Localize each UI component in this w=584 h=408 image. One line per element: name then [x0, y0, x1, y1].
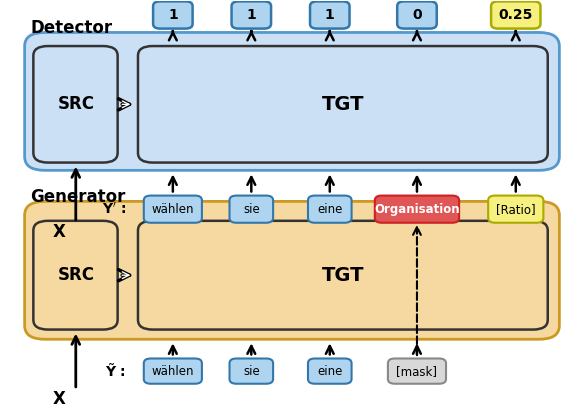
- Text: TGT: TGT: [322, 95, 364, 114]
- FancyBboxPatch shape: [308, 195, 352, 223]
- Text: TGT: TGT: [322, 266, 364, 285]
- Text: Detector: Detector: [30, 19, 113, 37]
- FancyBboxPatch shape: [33, 46, 117, 162]
- Text: $\mathbf{X}$: $\mathbf{X}$: [53, 224, 67, 242]
- Text: $\mathbf{\tilde{Y}}$ :: $\mathbf{\tilde{Y}}$ :: [105, 362, 126, 380]
- Text: eine: eine: [317, 365, 342, 378]
- FancyBboxPatch shape: [25, 33, 559, 170]
- FancyBboxPatch shape: [230, 359, 273, 384]
- Text: [mask]: [mask]: [397, 365, 437, 378]
- Text: wählen: wählen: [152, 365, 194, 378]
- Text: [Ratio]: [Ratio]: [496, 203, 536, 216]
- Text: 0.25: 0.25: [499, 8, 533, 22]
- Text: 1: 1: [325, 8, 335, 22]
- FancyBboxPatch shape: [153, 1, 193, 29]
- Text: Organisation: Organisation: [374, 203, 460, 216]
- FancyBboxPatch shape: [33, 221, 117, 330]
- Text: Generator: Generator: [30, 188, 126, 206]
- FancyBboxPatch shape: [397, 1, 437, 29]
- Text: SRC: SRC: [57, 266, 94, 284]
- Text: 0: 0: [412, 8, 422, 22]
- FancyBboxPatch shape: [144, 195, 202, 223]
- FancyBboxPatch shape: [138, 46, 548, 162]
- Text: SRC: SRC: [57, 95, 94, 113]
- FancyBboxPatch shape: [310, 1, 350, 29]
- Text: 1: 1: [168, 8, 178, 22]
- Text: $\mathbf{Y'}$ :: $\mathbf{Y'}$ :: [102, 202, 126, 217]
- Text: eine: eine: [317, 203, 342, 216]
- Text: sie: sie: [243, 365, 260, 378]
- FancyBboxPatch shape: [144, 359, 202, 384]
- FancyBboxPatch shape: [491, 1, 540, 29]
- FancyBboxPatch shape: [388, 359, 446, 384]
- FancyBboxPatch shape: [488, 195, 543, 223]
- FancyBboxPatch shape: [138, 221, 548, 330]
- Text: $\mathbf{X}$: $\mathbf{X}$: [53, 390, 67, 408]
- FancyBboxPatch shape: [308, 359, 352, 384]
- FancyBboxPatch shape: [375, 195, 459, 223]
- FancyBboxPatch shape: [231, 1, 271, 29]
- FancyBboxPatch shape: [25, 202, 559, 339]
- Text: 1: 1: [246, 8, 256, 22]
- Text: sie: sie: [243, 203, 260, 216]
- Text: wählen: wählen: [152, 203, 194, 216]
- FancyBboxPatch shape: [230, 195, 273, 223]
